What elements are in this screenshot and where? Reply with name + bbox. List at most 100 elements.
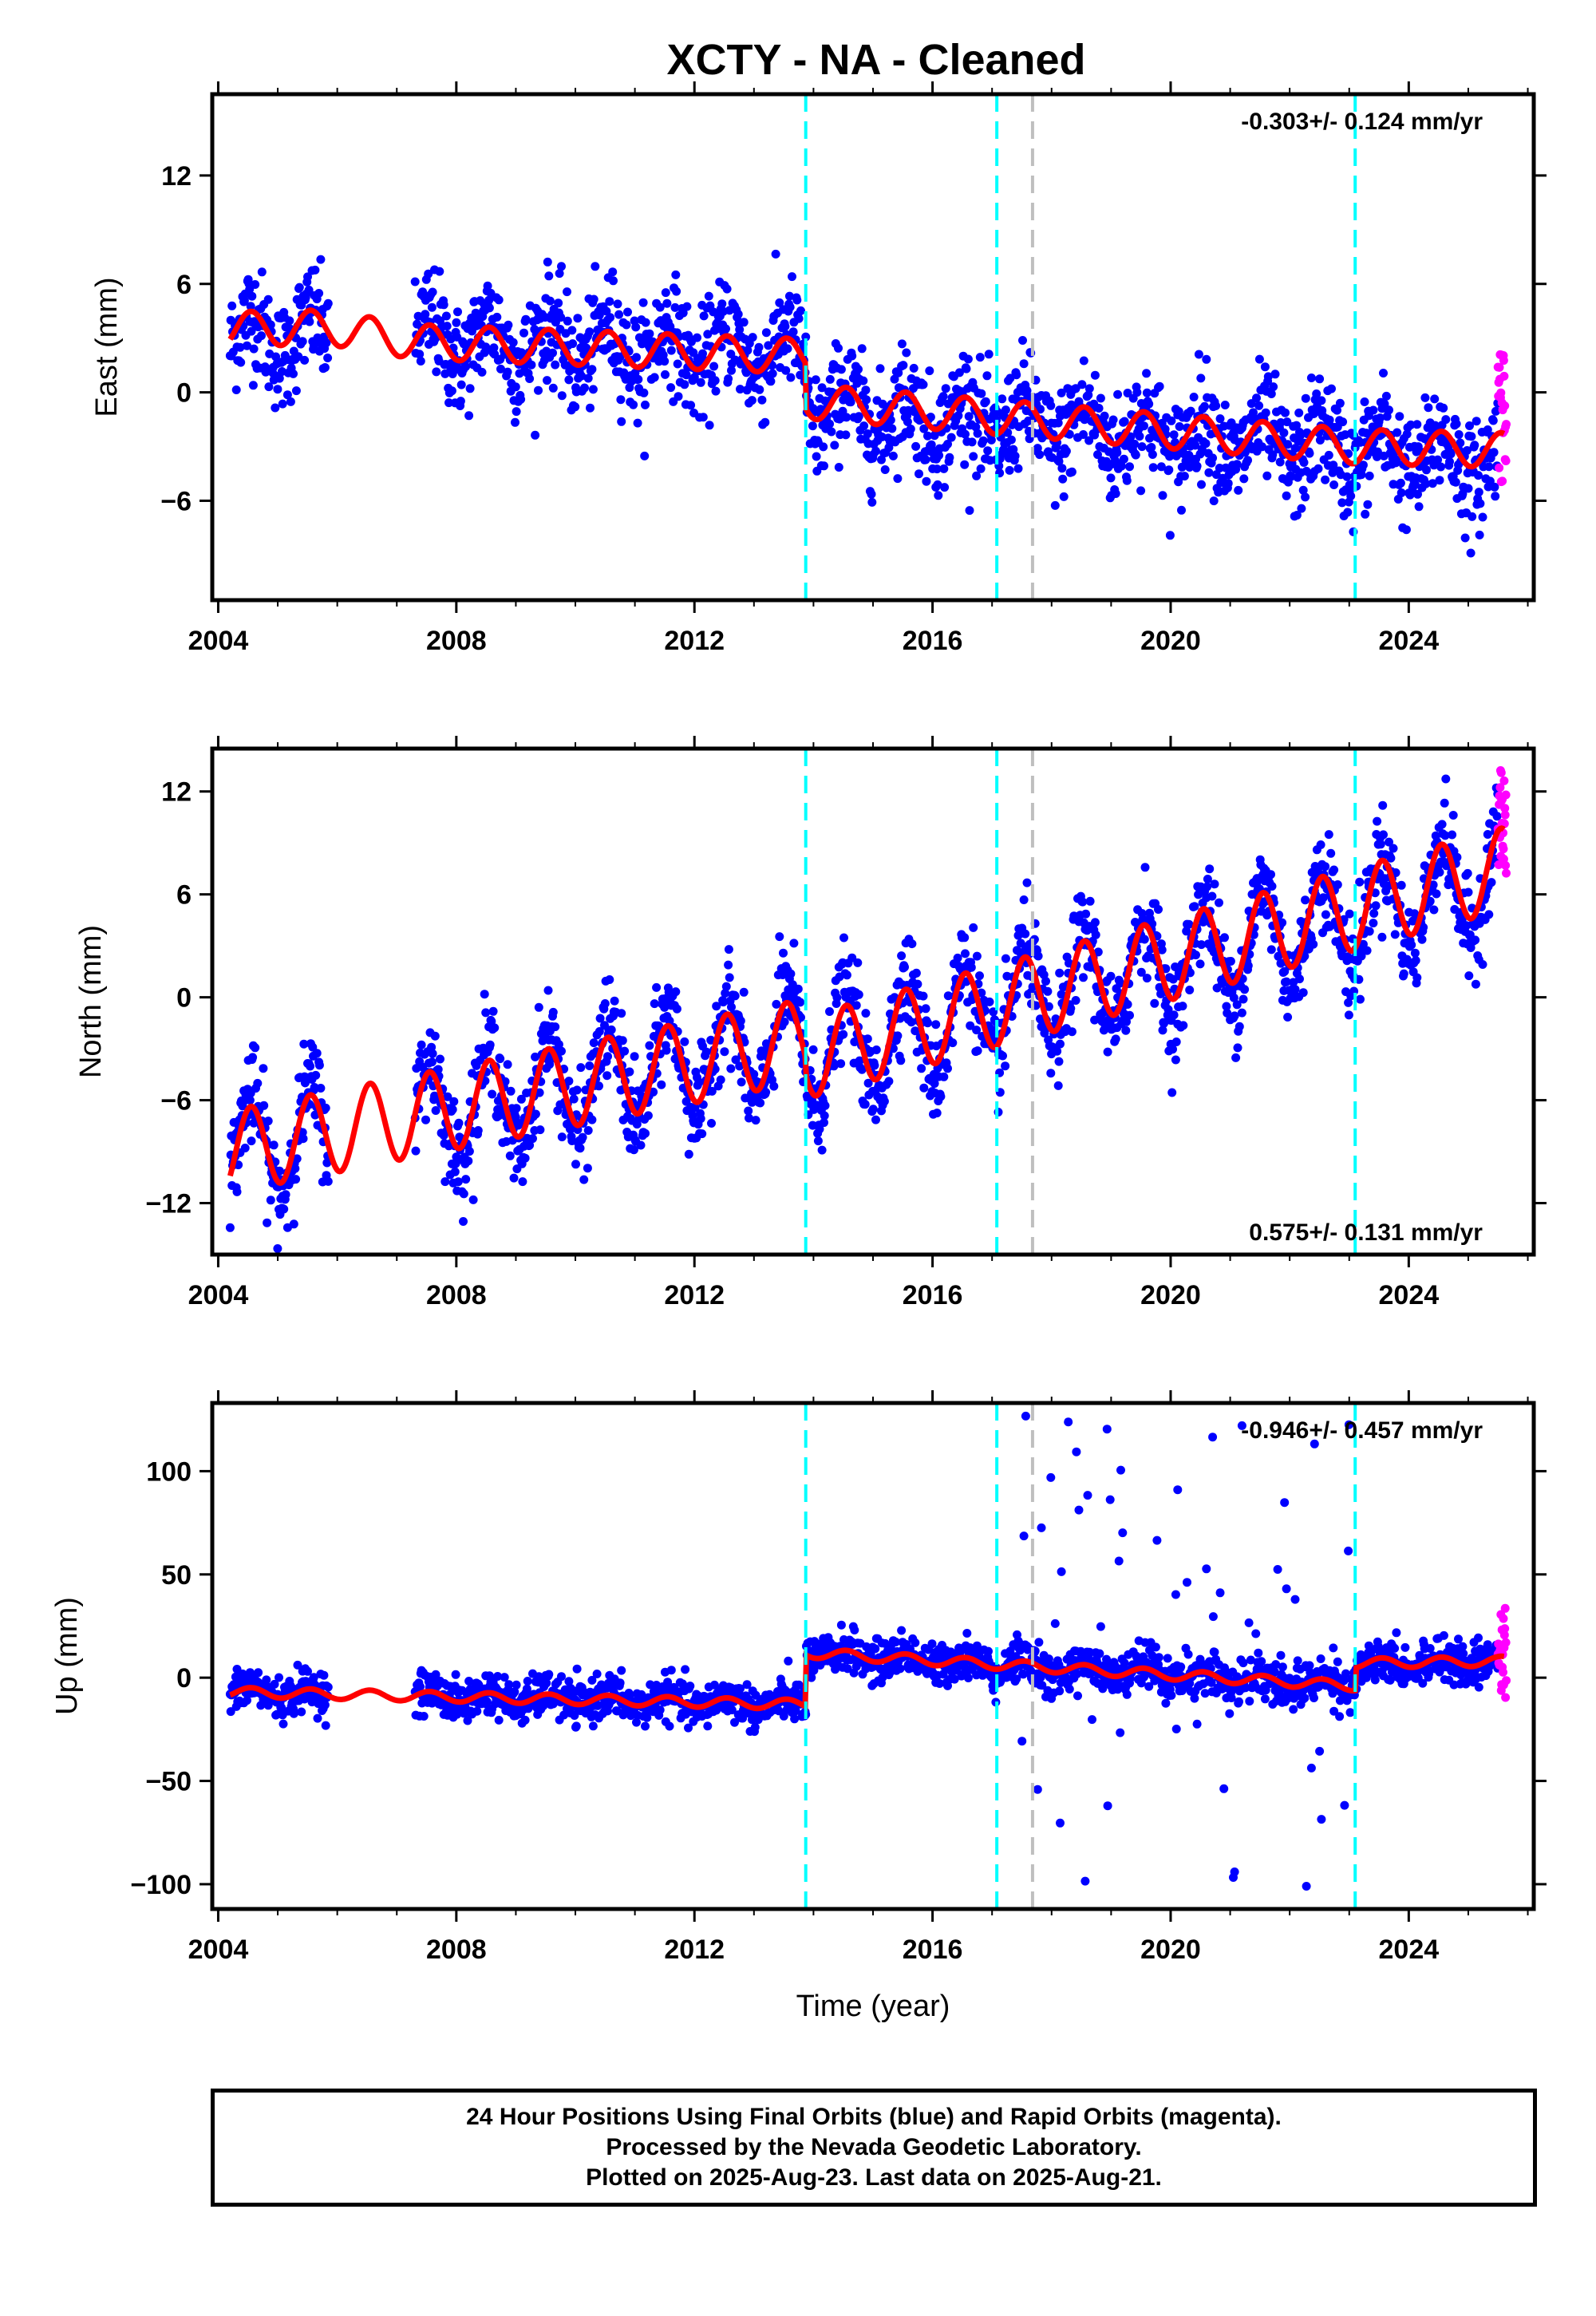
final-point xyxy=(1061,446,1071,456)
final-point xyxy=(934,451,944,460)
final-point xyxy=(1464,484,1473,493)
final-point xyxy=(1164,465,1174,475)
final-point xyxy=(1371,901,1381,911)
final-point xyxy=(1121,1026,1131,1035)
final-point xyxy=(617,417,626,426)
final-point xyxy=(641,318,650,327)
final-point xyxy=(1116,978,1125,988)
final-point xyxy=(796,998,805,1007)
final-point xyxy=(629,400,638,409)
final-point xyxy=(1108,415,1118,425)
final-point xyxy=(620,1046,630,1056)
final-point xyxy=(1168,974,1178,984)
final-point xyxy=(1274,951,1283,961)
final-point xyxy=(278,399,287,409)
final-point xyxy=(314,1061,324,1070)
final-point xyxy=(1043,986,1053,996)
final-point xyxy=(756,1098,765,1108)
final-point xyxy=(1167,416,1176,425)
final-point xyxy=(953,953,962,962)
final-point xyxy=(585,1061,595,1070)
final-point xyxy=(893,474,903,484)
final-point xyxy=(1177,505,1186,515)
final-point xyxy=(948,1038,958,1048)
final-point xyxy=(573,314,583,323)
final-point xyxy=(615,352,625,362)
final-point xyxy=(1329,460,1338,470)
final-point xyxy=(571,1721,581,1731)
final-point xyxy=(231,385,241,394)
final-point xyxy=(595,1081,603,1091)
final-point xyxy=(710,376,720,385)
final-point xyxy=(602,1071,612,1081)
final-point xyxy=(306,1061,315,1071)
final-point xyxy=(745,1113,753,1123)
final-point xyxy=(292,1154,302,1164)
final-point xyxy=(832,993,842,1002)
final-point xyxy=(817,383,827,393)
final-point xyxy=(1013,464,1023,473)
final-point xyxy=(1432,889,1441,899)
final-point xyxy=(1337,498,1347,508)
final-point xyxy=(893,1031,903,1041)
final-point xyxy=(544,1670,554,1679)
final-point xyxy=(1126,432,1136,441)
final-point xyxy=(555,269,564,279)
final-point xyxy=(764,341,773,350)
final-point xyxy=(321,1103,330,1113)
final-point xyxy=(1078,897,1088,907)
rapid-point xyxy=(1500,810,1510,820)
final-point xyxy=(248,381,258,390)
final-point xyxy=(1318,893,1328,903)
final-point xyxy=(557,1672,566,1682)
final-point xyxy=(919,424,929,433)
final-point xyxy=(442,322,452,331)
final-point xyxy=(1471,979,1480,989)
final-point xyxy=(641,1721,650,1731)
final-point xyxy=(819,442,828,452)
final-point xyxy=(1441,774,1451,784)
final-point xyxy=(428,1049,437,1058)
final-point xyxy=(897,1626,907,1635)
final-point xyxy=(416,357,425,366)
final-point xyxy=(726,1064,736,1073)
final-point xyxy=(521,314,531,324)
final-point xyxy=(481,1008,491,1018)
final-point xyxy=(1090,918,1100,927)
final-point xyxy=(617,1009,626,1018)
y-tick-label: −6 xyxy=(160,1086,192,1117)
final-point xyxy=(1297,504,1306,513)
final-point xyxy=(1268,450,1278,460)
final-point xyxy=(1435,868,1444,877)
final-point xyxy=(1179,1021,1188,1030)
final-point xyxy=(1106,971,1116,981)
final-point xyxy=(1223,1008,1232,1018)
final-point xyxy=(496,364,505,373)
final-point xyxy=(1093,947,1103,957)
final-point xyxy=(572,1085,582,1095)
final-point xyxy=(1270,370,1280,379)
final-point xyxy=(747,1097,757,1107)
final-point xyxy=(854,990,863,999)
final-point xyxy=(926,413,935,422)
final-point xyxy=(270,1679,279,1689)
final-point xyxy=(613,299,622,309)
final-point xyxy=(1243,961,1253,970)
final-point xyxy=(1220,401,1230,409)
final-point xyxy=(273,385,282,394)
final-point xyxy=(1464,887,1473,897)
final-point xyxy=(792,295,802,305)
final-point xyxy=(725,973,734,982)
final-point xyxy=(1329,865,1339,875)
final-point xyxy=(816,405,825,414)
final-point xyxy=(1435,476,1444,485)
final-point xyxy=(1142,974,1152,983)
x-tick-label: 2004 xyxy=(188,1280,249,1310)
rapid-point xyxy=(1494,860,1503,869)
final-point xyxy=(724,945,733,954)
y-tick-label: 6 xyxy=(176,880,192,911)
final-point xyxy=(1168,1045,1177,1054)
final-point xyxy=(660,357,670,366)
final-point xyxy=(975,353,985,362)
final-point xyxy=(859,421,869,431)
